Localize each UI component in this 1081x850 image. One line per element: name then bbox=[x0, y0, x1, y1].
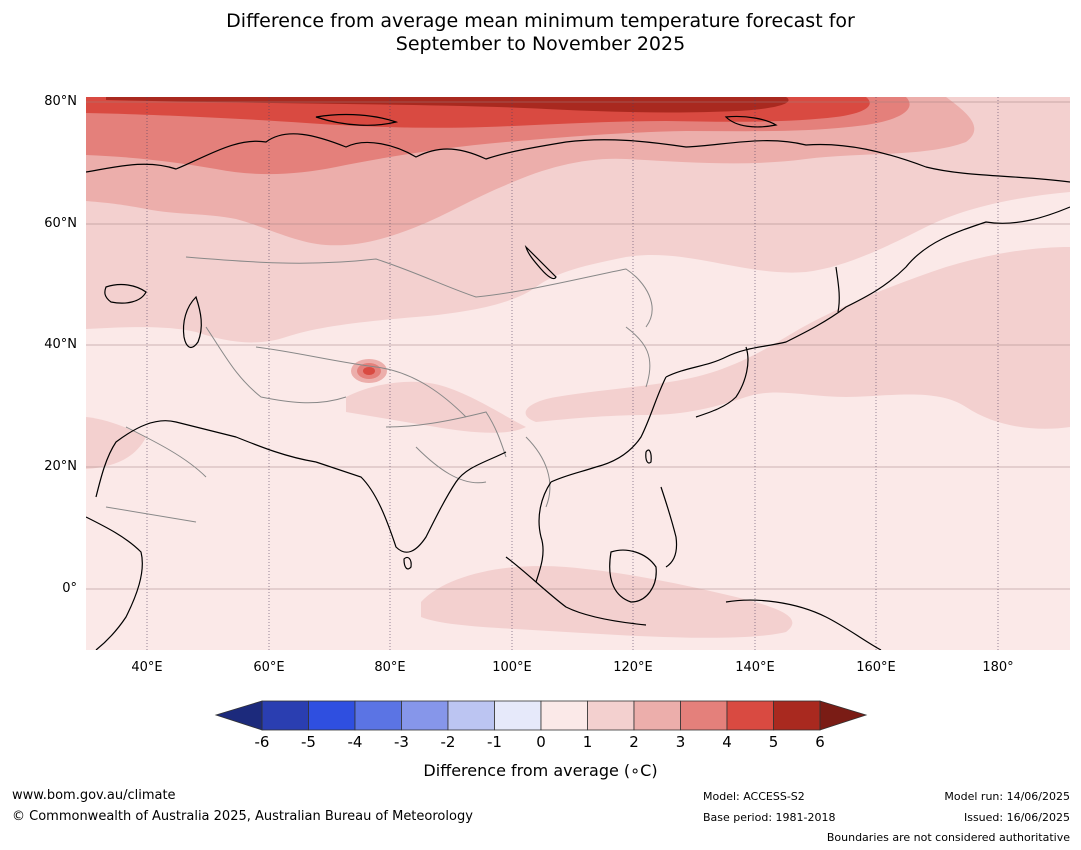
footer-issued: Issued: 16/06/2025 bbox=[963, 811, 1070, 824]
longitude-gridlines bbox=[146, 97, 999, 650]
colorbar-cell bbox=[726, 700, 774, 731]
colorbar-tick-label: 3 bbox=[675, 733, 686, 751]
colorbar-cell bbox=[587, 700, 635, 731]
lon-label-100e: 100°E bbox=[492, 660, 532, 675]
footer-url[interactable]: www.bom.gov.au/climate bbox=[12, 788, 176, 803]
colorbar-tick-label: -1 bbox=[487, 733, 502, 751]
anomaly-region-5-6 bbox=[106, 97, 789, 113]
anomaly-region-1-2-equatorial bbox=[421, 565, 793, 638]
colorbar-tick-label: -4 bbox=[347, 733, 363, 751]
footer-base-period: Base period: 1981-2018 bbox=[703, 811, 836, 824]
colorbar-over-arrow bbox=[819, 700, 868, 731]
colorbar bbox=[214, 700, 868, 731]
lat-label-40n: 40°N bbox=[44, 337, 77, 352]
colorbar-cell bbox=[680, 700, 728, 731]
latitude-gridlines bbox=[86, 101, 1070, 590]
colorbar-tick-label: 0 bbox=[536, 733, 546, 751]
colorbar-cell bbox=[354, 700, 402, 731]
lon-label-40e: 40°E bbox=[131, 660, 163, 675]
colorbar-tick-label: 2 bbox=[629, 733, 639, 751]
colorbar-tick-label: -5 bbox=[301, 733, 316, 751]
colorbar-cell bbox=[401, 700, 449, 731]
colorbar-tick-label: -2 bbox=[440, 733, 456, 751]
lat-label-20n: 20°N bbox=[44, 459, 77, 474]
title-line-2: September to November 2025 bbox=[395, 33, 686, 55]
anomaly-region-1-2-tibet bbox=[346, 381, 526, 433]
map-title: Difference from average mean minimum tem… bbox=[0, 10, 1081, 56]
colorbar-cell bbox=[494, 700, 542, 731]
lat-label-60n: 60°N bbox=[44, 216, 77, 231]
colorbar-cell bbox=[540, 700, 588, 731]
lon-label-120e: 120°E bbox=[613, 660, 653, 675]
colorbar-under-arrow bbox=[214, 700, 263, 731]
footer-model: Model: ACCESS-S2 bbox=[703, 790, 805, 803]
forecast-map bbox=[86, 97, 1070, 650]
lon-label-180: 180° bbox=[982, 660, 1014, 675]
lat-label-80n: 80°N bbox=[44, 94, 77, 109]
colorbar-cell bbox=[633, 700, 681, 731]
footer-disclaimer: Boundaries are not considered authoritat… bbox=[826, 831, 1070, 844]
country-boundaries bbox=[105, 256, 653, 523]
colorbar-tick-label: 1 bbox=[582, 733, 593, 751]
coastlines bbox=[86, 113, 1070, 650]
footer-copyright: © Commonwealth of Australia 2025, Austra… bbox=[12, 809, 473, 824]
hotspot-inner bbox=[363, 367, 375, 375]
colorbar-cell bbox=[447, 700, 495, 731]
title-line-1: Difference from average mean minimum tem… bbox=[226, 10, 855, 32]
colorbar-label: Difference from average (∘C) bbox=[423, 761, 658, 780]
colorbar-cells bbox=[261, 700, 821, 731]
footer-model-run: Model run: 14/06/2025 bbox=[944, 790, 1070, 803]
colorbar-tick-label: -6 bbox=[254, 733, 270, 751]
colorbar-tick-label: 6 bbox=[815, 733, 825, 751]
anomaly-region-1-2-pacific bbox=[525, 247, 1070, 429]
lon-label-80e: 80°E bbox=[374, 660, 406, 675]
lon-label-60e: 60°E bbox=[253, 660, 285, 675]
map-canvas bbox=[86, 97, 1070, 650]
colorbar-cell bbox=[261, 700, 309, 731]
colorbar-cell bbox=[773, 700, 821, 731]
lat-label-0: 0° bbox=[62, 581, 77, 596]
lon-label-160e: 160°E bbox=[856, 660, 896, 675]
colorbar-tick-label: 5 bbox=[768, 733, 779, 751]
colorbar-tick-label: -3 bbox=[394, 733, 409, 751]
lon-label-140e: 140°E bbox=[735, 660, 775, 675]
colorbar-tick-label: 4 bbox=[722, 733, 732, 751]
colorbar-cell bbox=[308, 700, 356, 731]
